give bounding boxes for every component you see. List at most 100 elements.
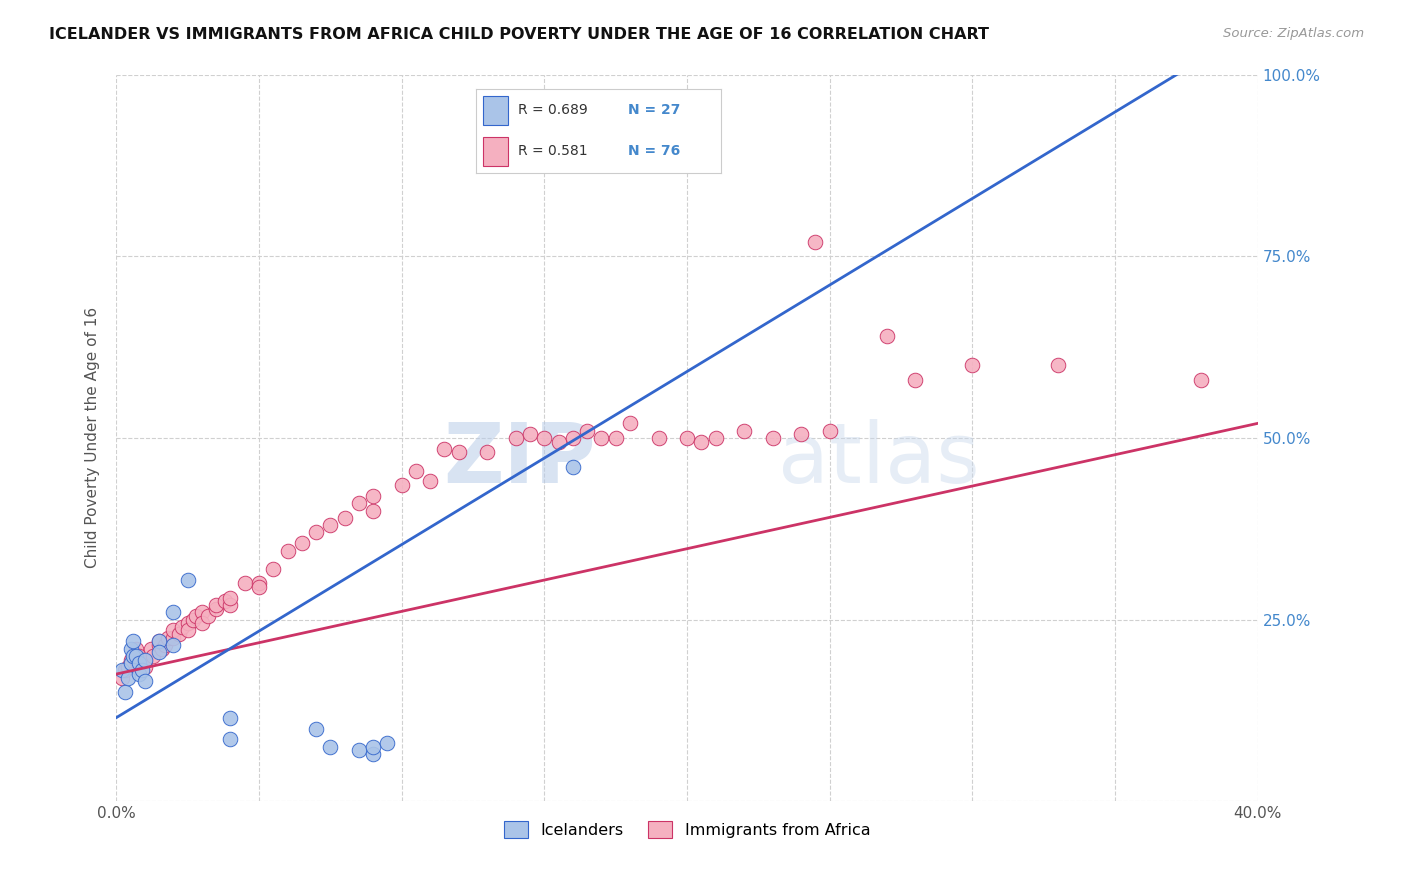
Point — [247, 580, 270, 594]
Point — [347, 743, 370, 757]
Point — [134, 652, 156, 666]
Point — [533, 431, 555, 445]
Point — [361, 489, 384, 503]
Point — [591, 431, 613, 445]
Point — [120, 656, 142, 670]
Point — [197, 608, 219, 623]
Point — [205, 601, 228, 615]
Point — [219, 711, 242, 725]
Point — [134, 660, 156, 674]
Point — [186, 608, 208, 623]
Point — [305, 525, 328, 540]
Point — [125, 641, 148, 656]
Point — [111, 664, 134, 678]
Point — [519, 427, 541, 442]
Legend: Icelanders, Immigrants from Africa: Icelanders, Immigrants from Africa — [498, 814, 876, 844]
Point — [377, 736, 399, 750]
Point — [333, 511, 356, 525]
Point — [790, 427, 813, 442]
Point — [219, 598, 242, 612]
Point — [183, 613, 205, 627]
Point — [156, 631, 179, 645]
Text: ZIP: ZIP — [443, 419, 596, 500]
Point — [176, 573, 198, 587]
Point — [1047, 358, 1070, 372]
Point — [176, 616, 198, 631]
Point — [291, 536, 314, 550]
Point — [148, 638, 170, 652]
Point — [150, 641, 173, 656]
Point — [148, 634, 170, 648]
Point — [876, 329, 898, 343]
Point — [247, 576, 270, 591]
Point — [233, 576, 256, 591]
Point — [162, 638, 184, 652]
Point — [762, 431, 785, 445]
Text: atlas: atlas — [779, 419, 980, 500]
Point — [962, 358, 984, 372]
Point — [191, 605, 214, 619]
Point — [128, 667, 150, 681]
Point — [361, 739, 384, 754]
Point — [433, 442, 456, 456]
Point — [114, 664, 136, 678]
Point — [619, 417, 641, 431]
Point — [305, 722, 328, 736]
Point — [319, 518, 342, 533]
Point — [214, 594, 236, 608]
Text: ICELANDER VS IMMIGRANTS FROM AFRICA CHILD POVERTY UNDER THE AGE OF 16 CORRELATIO: ICELANDER VS IMMIGRANTS FROM AFRICA CHIL… — [49, 27, 990, 42]
Point — [131, 652, 153, 666]
Point — [162, 631, 184, 645]
Point — [704, 431, 727, 445]
Point — [219, 732, 242, 747]
Point — [142, 648, 165, 663]
Point — [176, 624, 198, 638]
Point — [117, 660, 139, 674]
Point — [262, 562, 284, 576]
Point — [505, 431, 527, 445]
Point — [134, 674, 156, 689]
Point — [114, 685, 136, 699]
Point — [347, 496, 370, 510]
Point — [120, 656, 142, 670]
Point — [122, 648, 145, 663]
Point — [153, 638, 176, 652]
Point — [120, 652, 142, 666]
Point — [1189, 373, 1212, 387]
Point — [122, 648, 145, 663]
Point — [391, 478, 413, 492]
Point — [405, 464, 427, 478]
Point — [162, 624, 184, 638]
Point — [361, 747, 384, 761]
Point — [134, 652, 156, 666]
Point — [122, 634, 145, 648]
Point — [561, 459, 583, 474]
Point — [128, 656, 150, 670]
Point — [117, 671, 139, 685]
Point — [191, 616, 214, 631]
Point — [904, 373, 927, 387]
Point — [733, 424, 755, 438]
Point — [139, 641, 162, 656]
Point — [148, 634, 170, 648]
Point — [125, 648, 148, 663]
Text: Source: ZipAtlas.com: Source: ZipAtlas.com — [1223, 27, 1364, 40]
Point — [447, 445, 470, 459]
Point — [276, 543, 298, 558]
Point — [131, 664, 153, 678]
Point — [818, 424, 841, 438]
Point — [419, 475, 441, 489]
Point — [120, 641, 142, 656]
Point — [477, 445, 499, 459]
Point — [561, 431, 583, 445]
Point — [361, 503, 384, 517]
Point — [128, 648, 150, 663]
Point — [111, 671, 134, 685]
Point — [125, 652, 148, 666]
Point — [170, 620, 193, 634]
Point — [647, 431, 669, 445]
Point — [319, 739, 342, 754]
Point — [148, 645, 170, 659]
Point — [219, 591, 242, 605]
Point — [162, 605, 184, 619]
